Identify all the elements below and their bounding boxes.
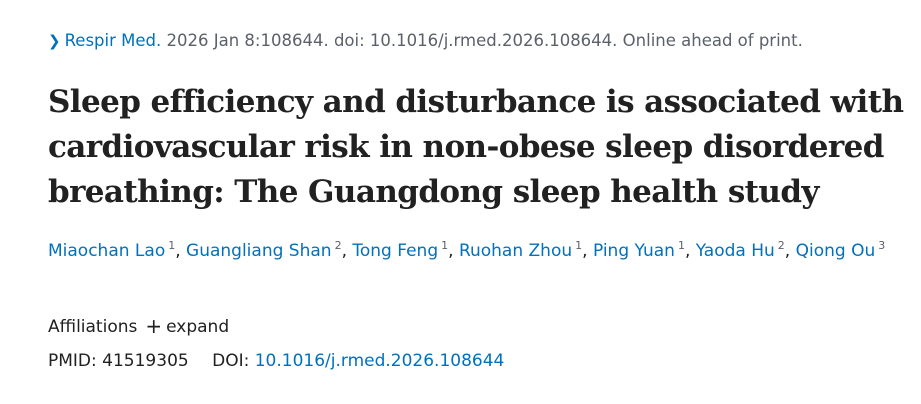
citation-line: ❯ Respir Med. 2026 Jan 8:108644. doi: 10.… [48,30,803,52]
affiliation-ref[interactable]: 3 [878,239,886,252]
pmid-value: 41519305 [102,351,189,371]
doi-label: DOI: [212,351,250,371]
author-item: Tong Feng 1, [352,239,459,261]
author-list: Miaochan Lao 1, Guangliang Shan 2, Tong Fe… [48,236,908,266]
author-link[interactable]: Ruohan Zhou [458,241,573,261]
author-item: Guangliang Shan 2, [186,239,353,261]
author-item: Ping Yuan 1, [592,239,696,261]
journal-link[interactable]: Respir Med. [64,31,162,50]
author-item: Ruohan Zhou 1, [458,239,593,261]
affiliations-label: Affiliations [48,317,138,337]
author-item: Yaoda Hu 2, [695,239,796,261]
citation-details: 2026 Jan 8:108644. doi: 10.1016/j.rmed.2… [161,31,803,50]
author-link[interactable]: Qiong Ou [795,241,876,261]
expand-label: expand [166,317,230,337]
affiliation-ref[interactable]: 1 [441,239,449,252]
author-item: Qiong Ou 3 [795,239,886,261]
doi-link[interactable]: 10.1016/j.rmed.2026.108644 [254,351,505,371]
affiliation-ref[interactable]: 1 [168,239,176,252]
affiliations-row: Affiliations + expand [48,314,229,339]
pmid-label: PMID: [48,351,97,371]
affiliations-expand-button[interactable]: + expand [145,314,230,338]
identifiers-row: PMID: 41519305 DOI: 10.1016/j.rmed.2026.… [48,349,504,373]
author-link[interactable]: Tong Feng [352,241,439,261]
affiliation-ref[interactable]: 2 [334,239,342,252]
affiliation-ref[interactable]: 1 [575,239,583,252]
affiliation-ref[interactable]: 1 [677,239,685,252]
plus-icon: + [145,314,163,338]
author-link[interactable]: Guangliang Shan [186,241,332,261]
author-link[interactable]: Ping Yuan [592,241,675,261]
author-link[interactable]: Miaochan Lao [48,241,166,261]
affiliation-ref[interactable]: 2 [777,239,785,252]
author-item: Miaochan Lao 1, [48,239,187,261]
author-link[interactable]: Yaoda Hu [695,241,775,261]
article-title: Sleep efficiency and disturbance is asso… [48,84,904,210]
chevron-right-icon: ❯ [48,32,61,50]
